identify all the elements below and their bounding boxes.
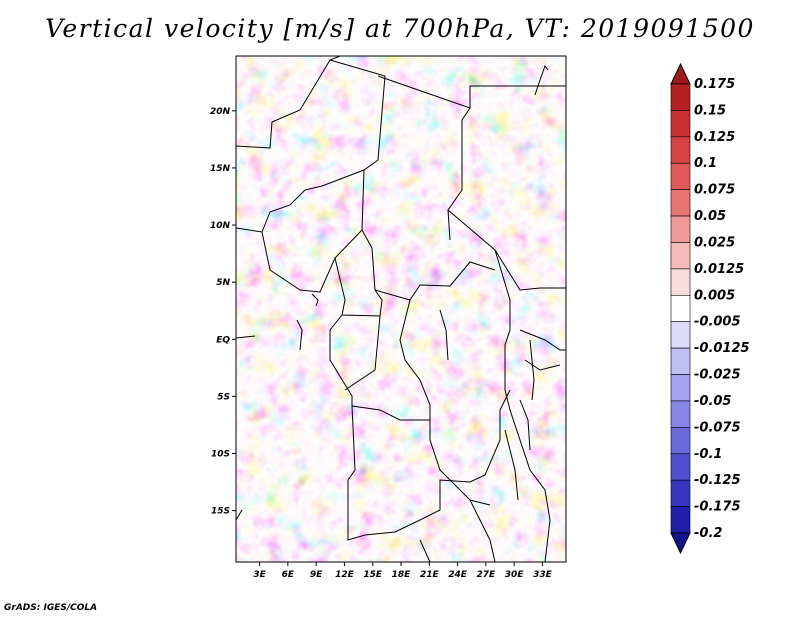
colorbar-level-label: 0.1: [694, 156, 717, 171]
colorbar-level-label: 0.005: [694, 288, 735, 303]
lat-tick-label: 5S: [217, 392, 230, 402]
colorbar-box: [670, 215, 691, 243]
colorbar-box: [670, 453, 691, 481]
colorbar-box: [670, 347, 691, 375]
lon-tick-label: 18E: [392, 570, 412, 580]
grads-credit: GrADS: IGES/COLA: [4, 603, 98, 613]
lat-tick-label: EQ: [216, 335, 230, 345]
colorbar-box: [670, 110, 691, 138]
colorbar-box: [670, 427, 691, 455]
colorbar-bottom-arrow: [670, 532, 691, 555]
lon-tick-label: 21E: [420, 570, 440, 580]
colorbar-level-label: 0.05: [694, 209, 726, 224]
lon-tick-label: 15E: [363, 570, 383, 580]
colorbar-box: [670, 162, 691, 190]
lat-tick-label: 20N: [210, 107, 231, 117]
colorbar-box: [670, 136, 691, 164]
colorbar-level-label: 0.15: [694, 103, 726, 118]
colorbar-level-label: 0.125: [694, 130, 735, 145]
map-title: Vertical velocity [m/s] at 700hPa, VT: 2…: [45, 14, 755, 43]
colorbar-box: [670, 400, 691, 428]
colorbar-level-label: -0.025: [694, 368, 741, 383]
colorbar-level-label: -0.0125: [694, 341, 750, 356]
colorbar-level-label: 0.0125: [694, 262, 744, 277]
colorbar-box: [670, 374, 691, 402]
colorbar-level-label: -0.1: [694, 447, 722, 462]
lat-tick-label: 15S: [211, 507, 230, 517]
colorbar-box: [670, 242, 691, 270]
lon-tick-label: 30E: [505, 570, 525, 580]
colorbar-level-label: -0.05: [694, 394, 731, 409]
lon-tick-label: 3E: [253, 570, 266, 580]
latitude-axis: 20N 15N 10N 5N EQ 5S 10S 15S: [210, 107, 236, 517]
colorbar-level-label: -0.175: [694, 500, 741, 515]
lat-tick-label: 15N: [210, 164, 231, 174]
longitude-axis: 3E 6E 9E 12E 15E 18E 21E 24E 27E 30E 33E: [253, 562, 553, 580]
lon-tick-label: 9E: [310, 570, 323, 580]
lon-tick-label: 24E: [448, 570, 468, 580]
colorbar-box: [670, 321, 691, 349]
colorbar-box: [670, 83, 691, 111]
lon-tick-label: 33E: [533, 570, 553, 580]
lon-tick-label: 12E: [335, 570, 355, 580]
colorbar-top-arrow: [670, 62, 691, 85]
lon-tick-label: 6E: [282, 570, 295, 580]
colorbar-level-label: -0.005: [694, 315, 741, 330]
colorbar-level-label: -0.2: [694, 526, 722, 541]
lon-tick-label: 27E: [477, 570, 497, 580]
colorbar-box: [670, 294, 691, 323]
colorbar-box: [670, 189, 691, 217]
vertical-velocity-map: [236, 56, 566, 562]
colorbar: 0.175 0.15 0.125 0.1 0.075 0.05 0.025 0.0125 0.0…: [670, 62, 750, 555]
colorbar-level-label: 0.075: [694, 183, 735, 198]
velocity-field-detail: [236, 56, 566, 562]
country-borders: [236, 56, 566, 562]
colorbar-box: [670, 268, 691, 296]
colorbar-level-label: 0.025: [694, 235, 735, 250]
colorbar-level-label: -0.125: [694, 473, 741, 488]
colorbar-box: [670, 479, 691, 507]
colorbar-box: [670, 506, 691, 534]
colorbar-level-label: -0.075: [694, 420, 741, 435]
colorbar-level-label: 0.175: [694, 77, 735, 92]
lat-tick-label: 5N: [216, 278, 230, 288]
lat-tick-label: 10S: [211, 449, 230, 459]
lat-tick-label: 10N: [210, 221, 231, 231]
